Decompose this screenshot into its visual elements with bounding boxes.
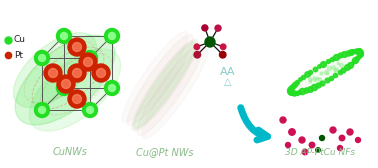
Circle shape bbox=[60, 32, 68, 39]
Ellipse shape bbox=[15, 35, 115, 125]
Circle shape bbox=[215, 25, 221, 31]
Ellipse shape bbox=[137, 45, 203, 136]
Ellipse shape bbox=[288, 49, 362, 95]
Circle shape bbox=[92, 64, 110, 82]
Circle shape bbox=[202, 25, 208, 31]
Circle shape bbox=[79, 53, 97, 71]
Circle shape bbox=[39, 107, 45, 114]
Circle shape bbox=[280, 117, 286, 123]
Circle shape bbox=[108, 32, 116, 39]
Circle shape bbox=[309, 142, 315, 148]
Circle shape bbox=[82, 102, 98, 117]
Text: Cu@Pt NWs: Cu@Pt NWs bbox=[136, 147, 194, 157]
Circle shape bbox=[73, 94, 82, 103]
Circle shape bbox=[56, 80, 71, 95]
Circle shape bbox=[220, 44, 226, 50]
Circle shape bbox=[299, 137, 305, 143]
FancyArrowPatch shape bbox=[241, 108, 268, 140]
Circle shape bbox=[285, 142, 291, 148]
Text: 3D AP-PtCu NFs: 3D AP-PtCu NFs bbox=[285, 148, 355, 157]
Circle shape bbox=[96, 69, 105, 77]
Circle shape bbox=[62, 79, 71, 89]
Circle shape bbox=[316, 148, 320, 152]
Circle shape bbox=[330, 127, 336, 133]
Text: △: △ bbox=[224, 77, 232, 87]
Circle shape bbox=[205, 37, 215, 47]
Circle shape bbox=[44, 64, 62, 82]
Text: CuNWs: CuNWs bbox=[53, 147, 87, 157]
Circle shape bbox=[104, 80, 119, 95]
Circle shape bbox=[339, 135, 345, 141]
Circle shape bbox=[319, 136, 324, 140]
Circle shape bbox=[56, 29, 71, 44]
Circle shape bbox=[68, 90, 86, 108]
Circle shape bbox=[73, 69, 82, 77]
Ellipse shape bbox=[142, 48, 208, 138]
Circle shape bbox=[68, 64, 86, 82]
Circle shape bbox=[194, 44, 200, 50]
Circle shape bbox=[108, 85, 116, 92]
Text: Cu: Cu bbox=[14, 35, 26, 45]
Circle shape bbox=[57, 75, 75, 93]
Ellipse shape bbox=[122, 32, 188, 122]
Circle shape bbox=[220, 51, 226, 58]
Circle shape bbox=[104, 29, 119, 44]
Circle shape bbox=[60, 85, 68, 92]
Ellipse shape bbox=[132, 39, 198, 131]
Circle shape bbox=[39, 54, 45, 61]
Circle shape bbox=[34, 51, 50, 66]
Circle shape bbox=[84, 57, 93, 67]
Text: Pt: Pt bbox=[14, 51, 23, 59]
Circle shape bbox=[48, 69, 57, 77]
Circle shape bbox=[338, 145, 342, 151]
Ellipse shape bbox=[14, 33, 96, 107]
Circle shape bbox=[194, 51, 200, 58]
Circle shape bbox=[355, 137, 361, 142]
Circle shape bbox=[289, 129, 295, 135]
Circle shape bbox=[68, 38, 86, 56]
Circle shape bbox=[73, 43, 82, 52]
Circle shape bbox=[87, 54, 93, 61]
Circle shape bbox=[34, 102, 50, 117]
Circle shape bbox=[302, 149, 308, 155]
Ellipse shape bbox=[134, 42, 196, 128]
Text: AA: AA bbox=[220, 67, 236, 77]
Circle shape bbox=[87, 107, 93, 114]
Circle shape bbox=[347, 129, 353, 135]
Circle shape bbox=[82, 51, 98, 66]
Ellipse shape bbox=[29, 49, 121, 131]
Ellipse shape bbox=[127, 34, 193, 125]
